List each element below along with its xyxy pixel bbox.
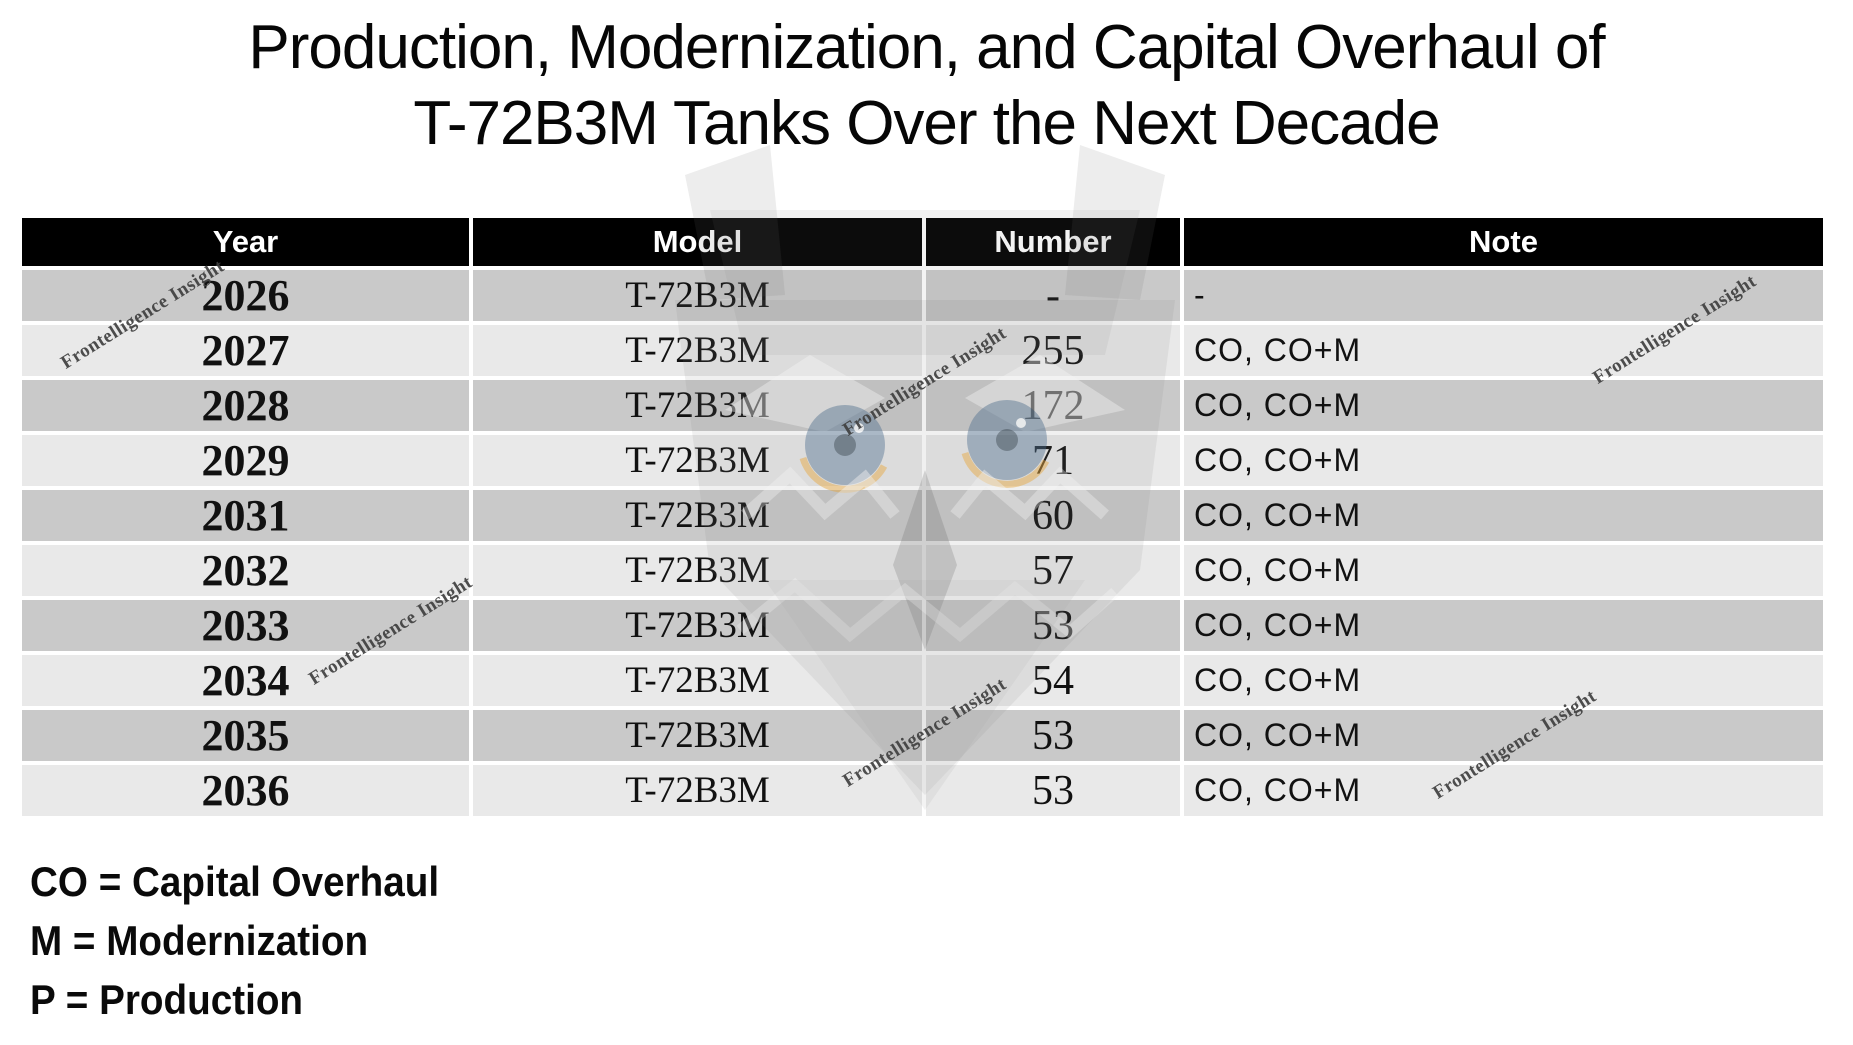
table-row: 2026 T-72B3M - - bbox=[22, 270, 1823, 321]
note-cell: CO, CO+M bbox=[1184, 435, 1823, 486]
number-cell: 57 bbox=[926, 545, 1180, 596]
note-cell: CO, CO+M bbox=[1184, 655, 1823, 706]
number-cell: 172 bbox=[926, 380, 1180, 431]
year-cell: 2028 bbox=[22, 380, 469, 431]
note-cell: CO, CO+M bbox=[1184, 545, 1823, 596]
slide-title: Production, Modernization, and Capital O… bbox=[0, 10, 1853, 162]
slide-title-line-1: Production, Modernization, and Capital O… bbox=[248, 13, 1605, 82]
number-cell: 60 bbox=[926, 490, 1180, 541]
model-cell: T-72B3M bbox=[473, 545, 922, 596]
number-cell: 71 bbox=[926, 435, 1180, 486]
table-row: 2033 T-72B3M 53 CO, CO+M bbox=[22, 600, 1823, 651]
year-cell: 2027 bbox=[22, 325, 469, 376]
col-header-number: Number bbox=[926, 218, 1180, 266]
table-row: 2032 T-72B3M 57 CO, CO+M bbox=[22, 545, 1823, 596]
col-header-model: Model bbox=[473, 218, 922, 266]
table-row: 2029 T-72B3M 71 CO, CO+M bbox=[22, 435, 1823, 486]
tank-schedule-table: Year Model Number Note 2026 T-72B3M - - … bbox=[18, 214, 1831, 820]
year-cell: 2031 bbox=[22, 490, 469, 541]
col-header-note: Note bbox=[1184, 218, 1823, 266]
table-header-row: Year Model Number Note bbox=[22, 218, 1823, 266]
year-cell: 2026 bbox=[22, 270, 469, 321]
table-row: 2036 T-72B3M 53 CO, CO+M bbox=[22, 765, 1823, 816]
number-cell: 53 bbox=[926, 600, 1180, 651]
legend-line-m: M = Modernization bbox=[30, 917, 369, 964]
model-cell: T-72B3M bbox=[473, 270, 922, 321]
table-body: 2026 T-72B3M - - 2027 T-72B3M 255 CO, CO… bbox=[22, 270, 1823, 816]
table-row: 2035 T-72B3M 53 CO, CO+M bbox=[22, 710, 1823, 761]
number-cell: 255 bbox=[926, 325, 1180, 376]
number-cell: 54 bbox=[926, 655, 1180, 706]
note-cell: CO, CO+M bbox=[1184, 710, 1823, 761]
model-cell: T-72B3M bbox=[473, 765, 922, 816]
model-cell: T-72B3M bbox=[473, 325, 922, 376]
year-cell: 2032 bbox=[22, 545, 469, 596]
table-row: 2034 T-72B3M 54 CO, CO+M bbox=[22, 655, 1823, 706]
table-row: 2031 T-72B3M 60 CO, CO+M bbox=[22, 490, 1823, 541]
number-cell: 53 bbox=[926, 765, 1180, 816]
legend-line-co: CO = Capital Overhaul bbox=[30, 858, 440, 905]
model-cell: T-72B3M bbox=[473, 600, 922, 651]
note-cell: CO, CO+M bbox=[1184, 380, 1823, 431]
number-cell: - bbox=[926, 270, 1180, 321]
year-cell: 2035 bbox=[22, 710, 469, 761]
col-header-year: Year bbox=[22, 218, 469, 266]
note-cell: CO, CO+M bbox=[1184, 325, 1823, 376]
note-cell: CO, CO+M bbox=[1184, 490, 1823, 541]
note-cell: CO, CO+M bbox=[1184, 765, 1823, 816]
year-cell: 2033 bbox=[22, 600, 469, 651]
model-cell: T-72B3M bbox=[473, 710, 922, 761]
year-cell: 2034 bbox=[22, 655, 469, 706]
model-cell: T-72B3M bbox=[473, 490, 922, 541]
year-cell: 2036 bbox=[22, 765, 469, 816]
number-cell: 53 bbox=[926, 710, 1180, 761]
legend: CO = Capital Overhaul M = Modernization … bbox=[30, 852, 475, 1029]
model-cell: T-72B3M bbox=[473, 655, 922, 706]
model-cell: T-72B3M bbox=[473, 435, 922, 486]
table-row: 2027 T-72B3M 255 CO, CO+M bbox=[22, 325, 1823, 376]
note-cell: - bbox=[1184, 270, 1823, 321]
table-row: 2028 T-72B3M 172 CO, CO+M bbox=[22, 380, 1823, 431]
year-cell: 2029 bbox=[22, 435, 469, 486]
model-cell: T-72B3M bbox=[473, 380, 922, 431]
slide-title-line-2: T-72B3M Tanks Over the Next Decade bbox=[413, 89, 1440, 158]
legend-line-p: P = Production bbox=[30, 976, 304, 1023]
note-cell: CO, CO+M bbox=[1184, 600, 1823, 651]
